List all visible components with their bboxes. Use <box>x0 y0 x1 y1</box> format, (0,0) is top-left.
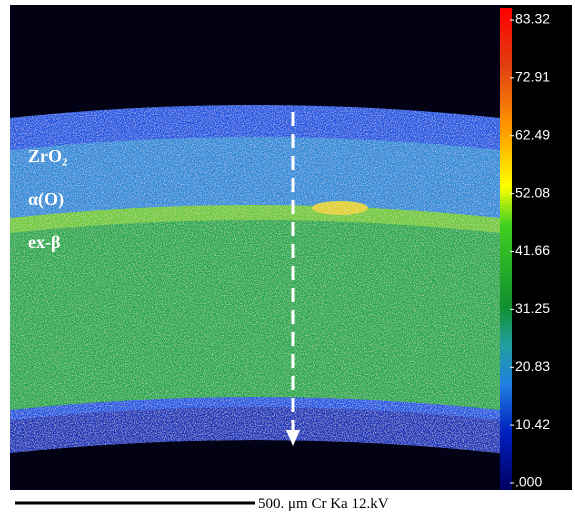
colorbar-ticks: 83.32 72.91 62.49 52.08 41.66 31.25 20.83 10.42… <box>510 11 550 490</box>
colorbar-tick-label: 41.66 <box>515 242 550 258</box>
layer-label: ex-β <box>28 232 60 252</box>
element-map <box>10 105 500 453</box>
colorbar-tick-label: 20.83 <box>515 358 550 374</box>
beta-layer <box>10 220 500 410</box>
scale-bar-text: 500. μm Cr Ka 12.kV <box>258 496 389 512</box>
hot-spot <box>312 201 368 215</box>
colorbar-tick-label: 52.08 <box>515 184 550 200</box>
colorbar-tick-label: 10.42 <box>515 416 550 432</box>
arrow-head <box>286 430 300 446</box>
layer-label: α(O) <box>28 189 64 210</box>
oxide-layer <box>10 137 500 220</box>
bottom-layer <box>10 407 500 453</box>
colorbar <box>500 8 512 490</box>
colorbar-tick-label: 72.91 <box>515 69 550 85</box>
layer-label: ZrO₂ <box>28 146 67 166</box>
colorbar-tick-label: 31.25 <box>515 300 550 316</box>
arrow <box>286 112 300 446</box>
colorbar-tick-label: 83.32 <box>515 11 550 27</box>
colorbar-tick-label: 62.49 <box>515 126 550 142</box>
colorbar-tick-label: .000 <box>515 474 542 490</box>
